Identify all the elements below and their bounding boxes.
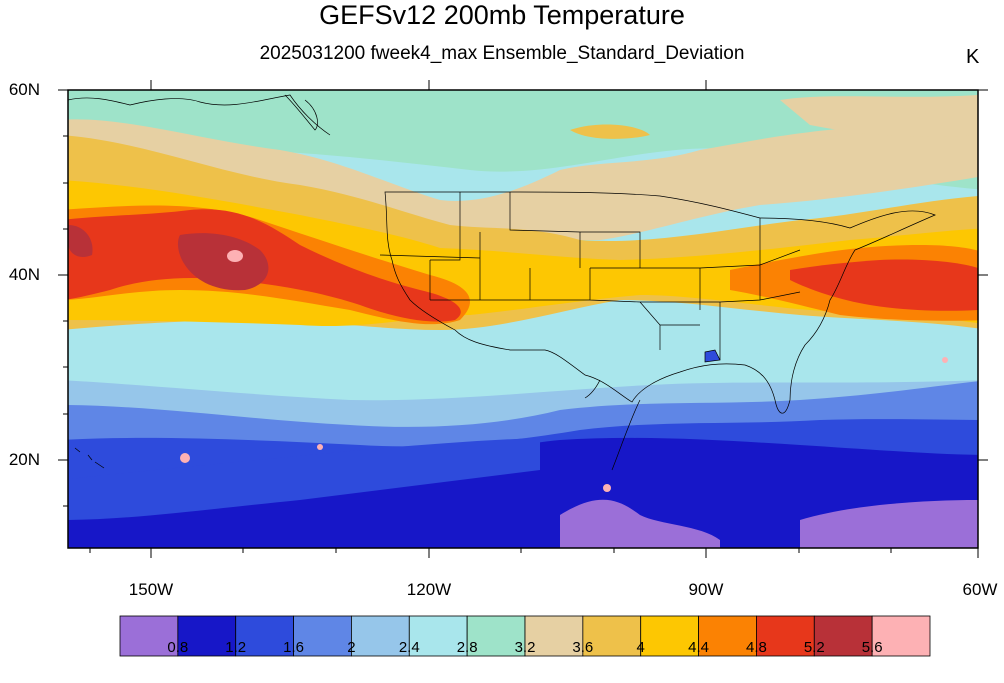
contour-band-4.8-5.2-east xyxy=(790,259,978,311)
colorbar-swatch xyxy=(871,615,931,657)
colorbar-tick-label: 0.8 xyxy=(167,639,189,656)
colorbar-swatch xyxy=(351,615,410,657)
colorbar-swatch xyxy=(756,615,815,657)
axis-ticks xyxy=(58,80,988,558)
lon-label-150w: 150W xyxy=(128,580,174,599)
colorbar-tick-label: 3.2 xyxy=(514,639,536,656)
coastlines xyxy=(68,94,936,471)
map-title: GEFSv12 200mb Temperature xyxy=(319,0,685,30)
hawaii-islands xyxy=(74,447,105,469)
colorbar-swatch xyxy=(235,615,294,657)
colorbar-tick-label: 1.2 xyxy=(225,639,247,656)
colorbar-swatch xyxy=(119,615,179,657)
colorbar-swatch xyxy=(524,615,584,657)
colorbar-swatch xyxy=(698,615,757,657)
colorbar-swatch xyxy=(408,615,468,657)
us-outline xyxy=(384,191,936,414)
alaska-coast xyxy=(68,94,331,136)
lon-label-90w: 90W xyxy=(688,580,724,599)
contour-band-below-0.8 xyxy=(560,499,720,548)
lon-label-120w: 120W xyxy=(406,580,452,599)
units-label: K xyxy=(966,46,980,68)
contour-band-3.2-3.6 xyxy=(68,119,978,250)
colorbar-tick-label: 5.2 xyxy=(803,639,825,656)
contour-band-above-5.6 xyxy=(227,250,243,262)
colorbar-tick-label: 2.8 xyxy=(456,639,478,656)
contour-band-3.2-3.6-ne xyxy=(780,95,978,137)
lat-label-20n: 20N xyxy=(8,450,40,469)
state-boundaries xyxy=(379,192,801,360)
colorbar-tick-label: 4.4 xyxy=(688,639,709,656)
contour-band-0.8-1.2 xyxy=(68,437,978,548)
map-frame xyxy=(67,89,979,549)
contour-band-5.2-5.6 xyxy=(177,233,269,291)
colorbar-swatch xyxy=(177,615,237,657)
map-subtitle: 2025031200 fweek4_max Ensemble_Standard_… xyxy=(259,43,745,64)
contour-band-2.8-3.2-north xyxy=(68,90,978,190)
colorbar-tick-label: 1.6 xyxy=(283,639,304,656)
lat-label-60n: 60N xyxy=(8,80,40,99)
lon-label-60w: 60W xyxy=(962,580,998,599)
colorbar-tick-label: 2.4 xyxy=(398,639,420,656)
colorbar-swatch xyxy=(582,615,642,657)
colorbar-swatch xyxy=(813,615,873,657)
colorbar-tick-label: 4.8 xyxy=(745,639,767,656)
colorbar-swatch xyxy=(466,615,526,657)
colorbar xyxy=(119,615,931,657)
colorbar-swatch xyxy=(640,615,699,657)
colorbar-tick-label: 2 xyxy=(347,639,356,656)
lat-label-40n: 40N xyxy=(8,265,40,284)
contour-field xyxy=(68,90,978,548)
colorbar-tick-label: 4 xyxy=(636,639,645,656)
colorbar-tick-label: 5.6 xyxy=(861,639,883,656)
colorbar-tick-label: 3.6 xyxy=(572,639,594,656)
